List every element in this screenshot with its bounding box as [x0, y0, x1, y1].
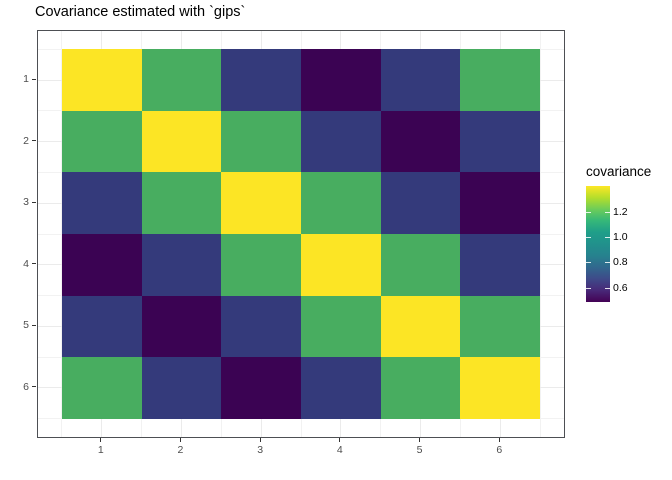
y-axis-tick-label: 6	[23, 380, 29, 393]
y-axis-tick-label: 2	[23, 134, 29, 147]
heatmap-tile	[61, 234, 142, 296]
heatmap-tile	[61, 295, 142, 357]
heatmap-tile	[301, 357, 381, 419]
gridline-minor-horizontal	[38, 418, 564, 420]
y-axis-tick-label: 4	[23, 257, 29, 270]
legend-tick-mark-right	[605, 287, 610, 289]
x-axis-tick-mark	[339, 438, 341, 442]
heatmap-tile	[301, 49, 381, 111]
heatmap-tile	[221, 357, 301, 419]
heatmap-tile	[221, 110, 301, 173]
heatmap-tile	[221, 234, 301, 296]
y-axis-tick-mark	[32, 386, 36, 388]
heatmap-tile	[460, 357, 541, 419]
heatmap-tile	[380, 172, 461, 234]
y-axis-tick-label: 3	[23, 196, 29, 209]
heatmap-tile	[61, 357, 142, 419]
heatmap-tile	[380, 357, 461, 419]
heatmap-tile	[380, 234, 461, 296]
x-axis-tick-mark	[498, 438, 500, 442]
x-axis-tick-mark	[179, 438, 181, 442]
heatmap-tile	[301, 295, 381, 357]
heatmap-tile	[221, 172, 301, 234]
x-axis-tick-label: 3	[257, 444, 264, 456]
legend-tick-mark-right	[605, 211, 610, 213]
legend-tick-mark-left	[586, 287, 591, 289]
legend-tick-label: 1.0	[613, 231, 628, 244]
heatmap-tile	[141, 49, 222, 111]
heatmap-tile	[61, 172, 142, 234]
y-axis-tick-label: 1	[23, 73, 29, 86]
y-axis-tick-mark	[32, 263, 36, 265]
y-axis-tick-mark	[32, 140, 36, 142]
legend-tick-mark-left	[586, 237, 591, 239]
legend-tick-label: 0.8	[613, 256, 628, 269]
heatmap-tile	[141, 172, 222, 234]
heatmap-tile	[380, 49, 461, 111]
heatmap-tile	[141, 295, 222, 357]
heatmap-tile	[141, 357, 222, 419]
legend-tick-label: 0.6	[613, 281, 628, 294]
heatmap-tile	[221, 295, 301, 357]
y-axis-tick-mark	[32, 78, 36, 80]
x-axis-tick-label: 4	[336, 444, 343, 456]
legend-colorbar	[586, 186, 610, 302]
y-axis-tick-label: 5	[23, 319, 29, 332]
heatmap-tile	[380, 110, 461, 173]
x-axis-tick-mark	[259, 438, 261, 442]
heatmap-tile	[61, 49, 142, 111]
x-axis-tick-mark	[100, 438, 102, 442]
heatmap-tile	[301, 234, 381, 296]
legend-tick-label: 1.2	[613, 205, 628, 218]
legend-tick-mark-right	[605, 262, 610, 264]
y-axis-tick-mark	[32, 201, 36, 203]
legend-colorbar-group: covariance 1.2 1.0 0.8 0.6	[586, 164, 672, 324]
heatmap-tile	[301, 172, 381, 234]
x-axis-tick-label: 6	[496, 444, 503, 456]
legend-tick-mark-left	[586, 262, 591, 264]
legend-tick-mark-right	[605, 237, 610, 239]
heatmap-tile	[61, 110, 142, 173]
gridline-minor-vertical	[539, 31, 541, 437]
heatmap-tile	[460, 49, 541, 111]
heatmap-tile	[141, 110, 222, 173]
x-axis-tick-label: 5	[416, 444, 423, 456]
heatmap-tile	[141, 234, 222, 296]
plot-title: Covariance estimated with `gips`	[35, 4, 246, 20]
heatmap-tile	[380, 295, 461, 357]
x-axis-tick-label: 1	[97, 444, 104, 456]
heatmap-tile	[460, 172, 541, 234]
heatmap-tile	[460, 234, 541, 296]
y-axis-tick-mark	[32, 324, 36, 326]
legend-tick-mark-left	[586, 211, 591, 213]
heatmap-tile	[301, 110, 381, 173]
heatmap-tile	[221, 49, 301, 111]
x-axis-tick-mark	[419, 438, 421, 442]
heatmap-tile	[460, 110, 541, 173]
plot-panel	[37, 30, 565, 438]
heatmap-tile	[460, 295, 541, 357]
x-axis-tick-label: 2	[177, 444, 184, 456]
legend-title: covariance	[586, 164, 652, 179]
